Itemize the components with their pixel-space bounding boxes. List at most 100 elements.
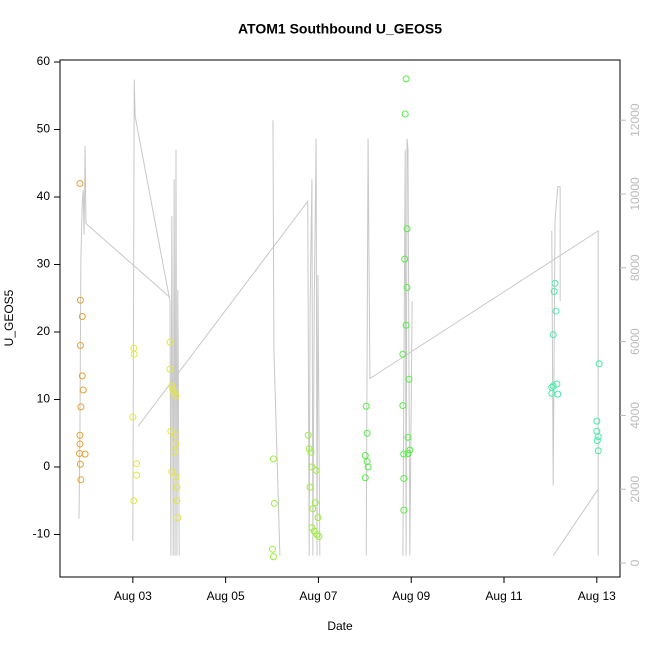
point: [552, 307, 560, 315]
x-tick-label: Aug 03: [114, 589, 152, 603]
point: [361, 474, 369, 482]
point: [130, 497, 138, 505]
point: [594, 433, 602, 441]
point: [400, 474, 408, 482]
x-tick-label: Aug 05: [207, 589, 245, 603]
point: [308, 463, 316, 471]
point: [306, 483, 314, 491]
y2-tick-label: 2000: [628, 476, 642, 503]
point: [76, 296, 84, 304]
point: [313, 530, 321, 538]
point: [399, 350, 407, 358]
point: [400, 450, 408, 458]
point: [167, 427, 175, 435]
y2-tick-label: 6000: [628, 328, 642, 355]
x-tick-label: Aug 07: [299, 589, 337, 603]
point: [399, 402, 407, 410]
point: [314, 514, 322, 522]
point: [307, 448, 315, 456]
chart-title: ATOM1 Southbound U_GEOS5: [238, 21, 442, 37]
point: [405, 375, 413, 383]
y-tick-label: 10: [37, 392, 51, 406]
point: [76, 431, 84, 439]
y-axis-title: U_GEOS5: [2, 289, 16, 346]
point: [309, 505, 317, 513]
point: [174, 514, 182, 522]
point: [268, 545, 276, 553]
y2-tick-label: 8000: [628, 254, 642, 281]
point: [166, 338, 174, 346]
point: [172, 392, 180, 400]
point: [170, 448, 178, 456]
point: [76, 341, 84, 349]
point: [130, 350, 138, 358]
y-tick-label: 20: [37, 324, 51, 338]
y-tick-label: 60: [37, 54, 51, 68]
x-tick-label: Aug 11: [485, 589, 522, 603]
point: [403, 225, 411, 233]
point: [133, 471, 141, 479]
point: [166, 365, 174, 373]
point: [270, 499, 278, 507]
point: [171, 431, 179, 439]
point: [315, 533, 323, 541]
point: [406, 446, 414, 454]
point: [78, 372, 86, 380]
point: [76, 460, 84, 468]
y2-tick-label: 4000: [628, 402, 642, 429]
point: [551, 279, 559, 287]
y-tick-label: 50: [37, 122, 51, 136]
point: [311, 499, 319, 507]
point: [361, 452, 369, 460]
y-tick-label: 0: [43, 459, 50, 473]
point: [76, 180, 84, 188]
point: [402, 75, 410, 83]
point: [553, 380, 561, 388]
point: [404, 449, 412, 457]
point: [593, 437, 601, 445]
point: [312, 466, 320, 474]
point: [595, 360, 603, 368]
point: [362, 402, 370, 410]
point: [173, 483, 181, 491]
point: [594, 447, 602, 455]
point: [77, 403, 85, 411]
point: [400, 506, 408, 514]
x-axis-title: Date: [327, 619, 353, 633]
point: [401, 255, 409, 263]
point: [401, 110, 409, 118]
plot-frame: [59, 59, 621, 578]
altitude-line: [78, 79, 599, 556]
x-tick-label: Aug 13: [578, 589, 616, 603]
point: [129, 413, 137, 421]
point: [168, 382, 176, 390]
y2-tick-label: 12000: [628, 103, 642, 137]
point: [173, 497, 181, 505]
point: [81, 450, 89, 458]
point: [76, 440, 84, 448]
point: [364, 463, 372, 471]
point: [168, 468, 176, 476]
y-tick-label: 30: [37, 257, 51, 271]
point: [402, 321, 410, 329]
point: [403, 283, 411, 291]
point: [169, 385, 177, 393]
y-tick-label: -10: [33, 527, 51, 541]
point: [554, 390, 562, 398]
point: [304, 431, 312, 439]
point: [305, 445, 313, 453]
point: [133, 460, 141, 468]
y-tick-label: 40: [37, 189, 51, 203]
point: [77, 476, 85, 484]
x-tick-label: Aug 09: [392, 589, 430, 603]
point: [269, 553, 277, 561]
point: [363, 429, 371, 437]
point: [269, 455, 277, 463]
point: [593, 417, 601, 425]
point: [170, 389, 178, 397]
point: [549, 331, 557, 339]
point: [79, 386, 87, 394]
